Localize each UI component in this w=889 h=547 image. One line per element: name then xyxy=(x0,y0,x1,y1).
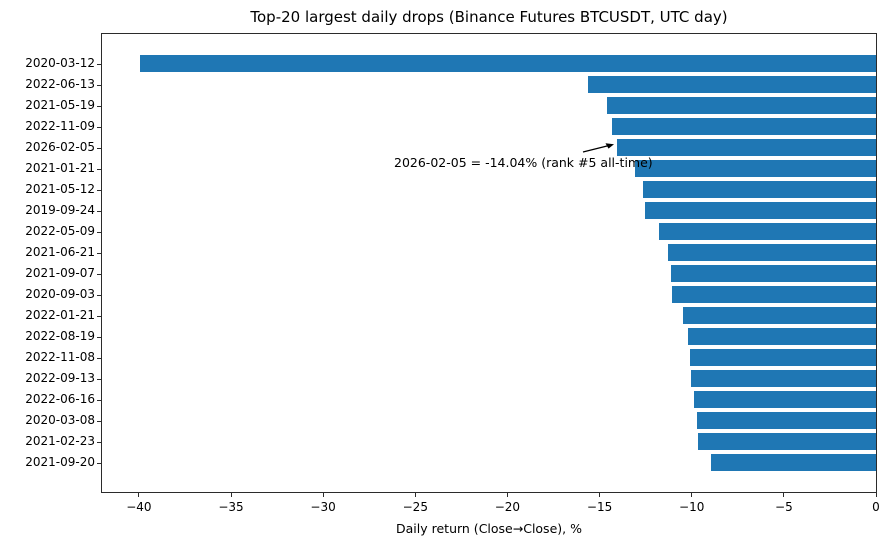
bar-2021-05-12 xyxy=(642,181,876,198)
ytick-label: 2022-11-09 xyxy=(25,119,95,133)
chart-title: Top-20 largest daily drops (Binance Futu… xyxy=(250,8,728,26)
xtick-label: −30 xyxy=(310,500,336,514)
bar-2022-06-13 xyxy=(588,76,876,93)
bar-2021-01-21 xyxy=(635,160,876,177)
ytick-label: 2026-02-05 xyxy=(25,140,95,154)
ytick-mark xyxy=(97,231,101,233)
xtick-mark xyxy=(322,493,324,497)
ytick-mark xyxy=(97,252,101,254)
annotation-text: 2026-02-05 = -14.04% (rank #5 all-time) xyxy=(394,155,653,170)
xtick-mark xyxy=(783,493,785,497)
bar-2020-03-12 xyxy=(139,55,876,72)
ytick-label: 2021-05-19 xyxy=(25,98,95,112)
ytick-label: 2022-09-13 xyxy=(25,371,95,385)
xtick-mark xyxy=(414,493,416,497)
ytick-label: 2021-06-21 xyxy=(25,245,95,259)
bar-2022-05-09 xyxy=(658,223,876,240)
bar-2021-09-07 xyxy=(671,265,876,282)
xtick-label: −40 xyxy=(126,500,152,514)
ytick-label: 2021-01-21 xyxy=(25,161,95,175)
xtick-label: −10 xyxy=(679,500,705,514)
bar-2026-02-05 xyxy=(617,139,876,156)
annotation-arrow-icon xyxy=(582,143,614,153)
ytick-mark xyxy=(97,462,101,464)
ytick-label: 2022-05-09 xyxy=(25,224,95,238)
ytick-mark xyxy=(97,63,101,65)
ytick-mark xyxy=(97,147,101,149)
xtick-label: −25 xyxy=(402,500,428,514)
bar-2022-06-16 xyxy=(694,391,876,408)
xtick-label: −5 xyxy=(775,500,793,514)
xtick-mark xyxy=(230,493,232,497)
ytick-label: 2020-03-08 xyxy=(25,413,95,427)
ytick-mark xyxy=(97,357,101,359)
ytick-label: 2021-09-07 xyxy=(25,266,95,280)
bar-2020-09-03 xyxy=(672,286,876,303)
xtick-mark xyxy=(599,493,601,497)
bar-2019-09-24 xyxy=(644,202,876,219)
ytick-label: 2021-09-20 xyxy=(25,455,95,469)
ytick-mark xyxy=(97,378,101,380)
xtick-label: −20 xyxy=(494,500,521,514)
bar-2022-08-19 xyxy=(687,328,876,345)
ytick-label: 2020-03-12 xyxy=(25,56,95,70)
xtick-label: −35 xyxy=(218,500,244,514)
ytick-mark xyxy=(97,315,101,317)
bar-2020-03-08 xyxy=(696,412,876,429)
ytick-label: 2022-08-19 xyxy=(25,329,95,343)
ytick-mark xyxy=(97,105,101,107)
ytick-mark xyxy=(97,210,101,212)
xtick-label: 0 xyxy=(872,500,880,514)
bar-2021-06-21 xyxy=(667,244,876,261)
bars-layer xyxy=(102,34,876,492)
ytick-label: 2020-09-03 xyxy=(25,287,95,301)
ytick-label: 2022-06-16 xyxy=(25,392,95,406)
bar-2022-01-21 xyxy=(683,307,876,324)
x-axis-label: Daily return (Close→Close), % xyxy=(396,521,582,536)
ytick-mark xyxy=(97,420,101,422)
bar-2022-09-13 xyxy=(690,370,876,387)
bar-2022-11-09 xyxy=(611,118,876,135)
ytick-mark xyxy=(97,441,101,443)
bar-2021-05-19 xyxy=(606,97,876,114)
xtick-mark xyxy=(506,493,508,497)
xtick-label: −15 xyxy=(586,500,613,514)
xtick-mark xyxy=(138,493,140,497)
ytick-mark xyxy=(97,399,101,401)
bar-2021-02-23 xyxy=(698,433,876,450)
ytick-label: 2019-09-24 xyxy=(25,203,95,217)
ytick-mark xyxy=(97,189,101,191)
ytick-label: 2022-01-21 xyxy=(25,308,95,322)
xtick-mark xyxy=(875,493,877,497)
ytick-label: 2022-11-08 xyxy=(25,350,95,364)
bar-2021-09-20 xyxy=(710,454,876,471)
xtick-mark xyxy=(691,493,693,497)
ytick-mark xyxy=(97,126,101,128)
ytick-label: 2021-02-23 xyxy=(25,434,95,448)
ytick-mark xyxy=(97,294,101,296)
ytick-mark xyxy=(97,168,101,170)
ytick-label: 2021-05-12 xyxy=(25,182,95,196)
bar-2022-11-08 xyxy=(689,349,876,366)
ytick-mark xyxy=(97,84,101,86)
plot-area xyxy=(101,33,877,493)
ytick-mark xyxy=(97,273,101,275)
ytick-label: 2022-06-13 xyxy=(25,77,95,91)
ytick-mark xyxy=(97,336,101,338)
